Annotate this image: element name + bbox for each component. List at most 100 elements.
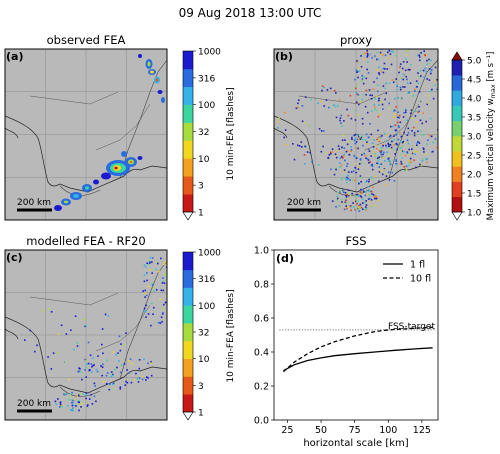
colorbar-fea-top-label: 10 min-FEA [flashes]: [226, 87, 236, 180]
grid-cell: [151, 272, 153, 274]
grid-cell: [150, 374, 153, 377]
grid-cell: [346, 143, 349, 146]
grid-cell: [150, 324, 152, 327]
grid-cell: [152, 287, 155, 289]
grid-cell: [61, 404, 63, 406]
grid-cell: [371, 165, 374, 167]
grid-cell: [147, 259, 150, 262]
grid-cell: [370, 190, 373, 193]
grid-cell: [94, 385, 96, 387]
grid-cell: [403, 112, 405, 114]
colorbar-extend-min: [451, 211, 463, 221]
panel-b-map: proxy (b) 200 km: [273, 33, 439, 221]
grid-cell: [406, 152, 409, 154]
grid-cell: [381, 103, 384, 106]
grid-cell: [305, 145, 307, 148]
grid-cell: [64, 393, 66, 395]
grid-cell: [391, 50, 393, 52]
figure-title: 09 Aug 2018 13:00 UTC: [179, 6, 322, 20]
grid-cell: [101, 374, 103, 377]
grid-cell: [353, 200, 356, 202]
grid-cell: [59, 403, 62, 406]
grid-cell: [143, 264, 146, 266]
grid-cell: [24, 339, 26, 341]
grid-cell: [406, 78, 408, 81]
grid-cell: [428, 62, 431, 65]
colorbar-segment: [183, 358, 193, 377]
grid-cell: [341, 155, 343, 158]
grid-cell: [374, 152, 377, 155]
grid-cell: [378, 44, 380, 46]
grid-cell: [334, 167, 337, 170]
grid-cell: [360, 136, 363, 139]
grid-cell: [370, 97, 373, 100]
grid-cell: [401, 141, 404, 144]
colorbar-segment: [452, 60, 462, 76]
grid-cell: [376, 90, 379, 93]
grid-cell: [111, 374, 114, 377]
grid-cell: [376, 138, 378, 141]
grid-cell: [382, 67, 385, 70]
grid-cell: [428, 68, 431, 70]
grid-cell: [331, 151, 334, 153]
grid-cell: [374, 195, 377, 197]
colorbar-tick-label: 3: [198, 382, 204, 392]
grid-cell: [354, 179, 356, 182]
grid-cell: [361, 202, 364, 204]
grid-cell: [367, 136, 370, 139]
grid-cell: [369, 94, 372, 96]
grid-cell: [347, 189, 350, 191]
grid-cell: [425, 70, 427, 73]
grid-cell: [376, 58, 378, 61]
grid-cell: [356, 61, 359, 63]
grid-cell: [143, 358, 145, 360]
grid-cell: [346, 181, 348, 184]
grid-cell: [410, 112, 412, 115]
grid-cell: [365, 200, 367, 202]
grid-cell: [167, 299, 169, 301]
grid-cell: [149, 269, 151, 271]
colorbar-tick-label: 3: [198, 182, 204, 192]
grid-cell: [378, 171, 381, 173]
grid-cell: [365, 133, 368, 136]
grid-cell: [327, 156, 329, 159]
grid-cell: [397, 116, 399, 119]
grid-cell: [93, 382, 96, 385]
colorbar-tick-label: 3.5: [467, 114, 481, 124]
grid-cell: [394, 124, 397, 126]
grid-cell: [388, 82, 391, 85]
grid-cell: [376, 162, 378, 165]
grid-cell: [389, 47, 391, 49]
grid-cell: [411, 152, 414, 155]
grid-cell: [352, 206, 355, 208]
grid-cell: [398, 71, 400, 74]
grid-cell: [356, 202, 358, 205]
fss-target-label: FSS-target: [388, 322, 436, 332]
grid-cell: [292, 143, 294, 145]
grid-cell: [423, 76, 425, 79]
grid-cell: [151, 261, 153, 263]
grid-cell: [93, 364, 95, 366]
grid-cell: [411, 95, 414, 98]
y-tick-label: 0.8: [254, 280, 269, 291]
grid-cell: [402, 73, 404, 76]
grid-cell: [402, 78, 405, 81]
grid-cell: [344, 159, 346, 162]
grid-cell: [388, 160, 390, 162]
grid-cell: [144, 266, 147, 268]
grid-cell: [411, 144, 414, 147]
grid-cell: [415, 150, 418, 153]
grid-cell: [421, 122, 424, 125]
grid-cell: [382, 71, 385, 74]
grid-cell: [360, 188, 362, 191]
grid-cell: [389, 144, 392, 146]
grid-cell: [373, 139, 375, 141]
grid-cell: [335, 168, 337, 171]
grid-cell: [355, 157, 358, 159]
grid-cell: [393, 139, 396, 141]
grid-cell: [65, 361, 67, 363]
grid-cell: [418, 91, 421, 93]
colorbar-segment: [183, 158, 193, 177]
grid-cell: [351, 136, 353, 139]
grid-cell: [369, 197, 372, 199]
